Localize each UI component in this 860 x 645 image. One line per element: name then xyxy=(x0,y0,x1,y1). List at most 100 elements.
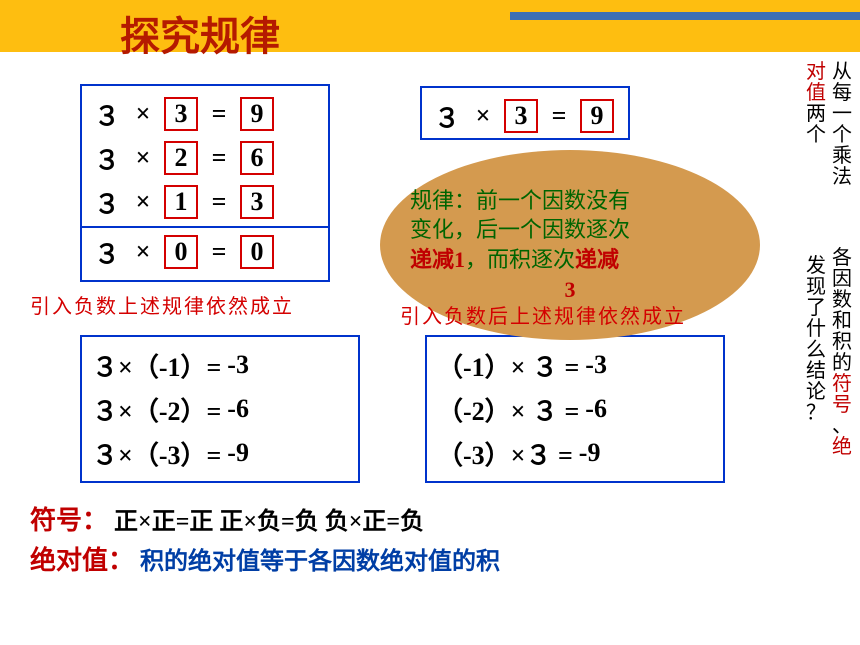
bubble-text: 3 xyxy=(565,277,576,302)
factor: ３ xyxy=(92,96,122,133)
bubble-text: ，而积逐次 xyxy=(465,247,575,272)
equals-sign: = xyxy=(544,101,574,131)
factor: ３ xyxy=(92,140,122,177)
times-sign: × xyxy=(128,99,158,129)
vtext: 现 xyxy=(804,277,828,298)
vtext: 么 xyxy=(804,340,828,361)
result-box: 6 xyxy=(240,141,274,175)
expression: （-1）× ３ = xyxy=(437,347,579,384)
vtext: 积 xyxy=(830,332,854,353)
expression: （-2）× ３ = xyxy=(437,391,579,428)
vtext: 每 xyxy=(830,83,854,104)
vtext: 值 xyxy=(804,83,828,104)
times-sign: × xyxy=(128,143,158,173)
result-box: 3 xyxy=(240,185,274,219)
equation-group-top-right: ３ × 3 = 9 xyxy=(420,86,630,140)
factor: ３ xyxy=(92,234,122,271)
vtext: 绝 xyxy=(830,437,854,458)
vtext: 什 xyxy=(804,319,828,340)
result: -9 xyxy=(227,438,249,468)
equation-row: ３×（-3）= -9 xyxy=(92,431,348,475)
equation-row: ３ × 2 = 6 xyxy=(92,136,318,180)
vtext: 个 xyxy=(804,125,828,146)
equation-group-bottom-left: ３×（-1）= -3 ３×（-2）= -6 ３×（-3）= -9 xyxy=(80,335,360,483)
factor-box: 3 xyxy=(504,99,538,133)
factor-box: 2 xyxy=(164,141,198,175)
header-accent xyxy=(510,12,860,20)
vtext: 发 xyxy=(804,256,828,277)
equation-group-bottom-right: （-1）× ３ = -3 （-2）× ３ = -6 （-3）×３ = -9 xyxy=(425,335,725,483)
bubble-text: 递减1 xyxy=(410,247,465,272)
equation-group-top-left: ３ × 3 = 9 ３ × 2 = 6 ３ × 1 = 3 ３ × 0 = 0 xyxy=(80,84,330,282)
vertical-column-2: 对 值 两 个 发 现 了 什 么 结 论 ？ xyxy=(804,62,828,424)
vtext: 法 xyxy=(830,167,854,188)
vtext xyxy=(830,188,854,248)
vtext: 个 xyxy=(830,125,854,146)
result: -9 xyxy=(579,438,601,468)
caption-left: 引入负数上述规律依然成立 xyxy=(30,290,294,319)
equation-row: ３×（-2）= -6 xyxy=(92,387,348,431)
equals-sign: = xyxy=(204,237,234,267)
bubble-text: 递减 xyxy=(575,247,619,272)
vtext: 数 xyxy=(830,290,854,311)
vtext: 一 xyxy=(830,104,854,125)
expression: ３×（-3）= xyxy=(92,435,221,472)
result-box: 9 xyxy=(580,99,614,133)
vtext: 的 xyxy=(830,353,854,374)
factor-box: 1 xyxy=(164,185,198,219)
equation-row: ３ × 0 = 0 xyxy=(92,230,318,274)
vtext: 两 xyxy=(804,104,828,125)
sign-text: 正×正=正 正×负=负 负×正=负 xyxy=(114,509,424,535)
caption-right: 引入负数后上述规律依然成立 xyxy=(400,300,686,329)
equals-sign: = xyxy=(204,143,234,173)
factor-box: 0 xyxy=(164,235,198,269)
factor-box: 3 xyxy=(164,97,198,131)
equals-sign: = xyxy=(204,99,234,129)
vtext: 对 xyxy=(804,62,828,83)
vtext: 因 xyxy=(830,269,854,290)
result: -6 xyxy=(227,394,249,424)
vtext: 各 xyxy=(830,248,854,269)
vtext: ？ xyxy=(804,403,828,424)
result: -3 xyxy=(227,350,249,380)
expression: ３×（-2）= xyxy=(92,391,221,428)
sign-line: 符号： 正×正=正 正×负=负 负×正=负 xyxy=(30,500,424,537)
bubble-text: 规律：前一个因数没有 xyxy=(410,188,630,213)
vtext: 结 xyxy=(804,361,828,382)
page-title: 探究规律 xyxy=(120,4,280,62)
factor: ３ xyxy=(92,184,122,221)
equation-row: ３ × 1 = 3 xyxy=(92,180,318,224)
result-box: 9 xyxy=(240,97,274,131)
expression: ３×（-1）= xyxy=(92,347,221,384)
vtext: 乘 xyxy=(830,146,854,167)
equation-row: （-2）× ３ = -6 xyxy=(437,387,713,431)
expression: （-3）×３ = xyxy=(437,435,573,472)
vtext: 了 xyxy=(804,298,828,319)
vtext: 符 xyxy=(830,374,854,395)
equals-sign: = xyxy=(204,187,234,217)
result-box: 0 xyxy=(240,235,274,269)
times-sign: × xyxy=(128,237,158,267)
abs-line: 绝对值： 积的绝对值等于各因数绝对值的积 xyxy=(30,540,500,577)
vtext xyxy=(804,146,828,256)
abs-label: 绝对值： xyxy=(30,546,134,575)
bubble-line: 规律：前一个因数没有 xyxy=(410,186,730,216)
equation-row: ３ × 3 = 9 xyxy=(432,94,618,138)
bubble-line: 递减1，而积逐次递减 xyxy=(410,245,730,275)
vtext: 和 xyxy=(830,311,854,332)
bubble-text: 变化，后一个因数逐次 xyxy=(410,217,630,242)
equation-row: ３×（-1）= -3 xyxy=(92,343,348,387)
equation-row: ３ × 3 = 9 xyxy=(92,92,318,136)
divider xyxy=(82,226,328,228)
times-sign: × xyxy=(468,101,498,131)
vtext: 号 xyxy=(830,395,854,416)
vtext: 、 xyxy=(830,416,854,437)
equation-row: （-3）×３ = -9 xyxy=(437,431,713,475)
abs-text: 积的绝对值等于各因数绝对值的积 xyxy=(140,549,500,575)
vtext: 从 xyxy=(830,62,854,83)
factor: ３ xyxy=(432,98,462,135)
result: -6 xyxy=(585,394,607,424)
result: -3 xyxy=(585,350,607,380)
times-sign: × xyxy=(128,187,158,217)
sign-label: 符号： xyxy=(30,506,108,535)
